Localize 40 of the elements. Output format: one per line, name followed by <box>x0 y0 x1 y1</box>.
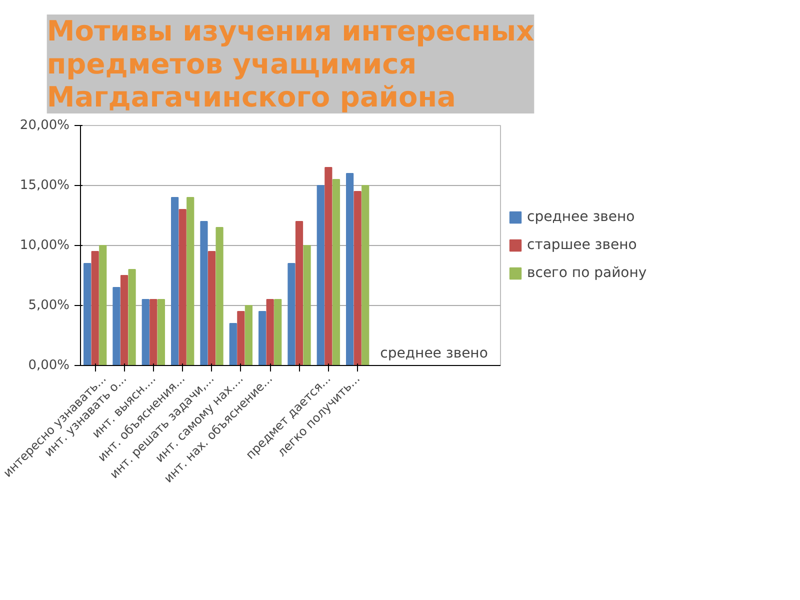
bar <box>266 299 274 366</box>
bar <box>99 245 107 366</box>
bar <box>208 251 216 366</box>
legend-label: старшее звено <box>527 237 637 253</box>
text: среднее звено <box>380 346 488 362</box>
bar <box>178 209 186 366</box>
bar <box>288 263 296 366</box>
chart-title: Мотивы изучения интересных предметов учащимися Магдагачинского района <box>46 14 534 114</box>
bar <box>91 251 99 366</box>
bar <box>216 227 224 366</box>
bar <box>150 299 158 366</box>
bar <box>142 299 150 366</box>
bar <box>258 311 266 366</box>
y-tick-label: 0,00% <box>28 358 70 373</box>
bar <box>229 323 237 366</box>
bar <box>362 185 370 366</box>
y-tick-label: 5,00% <box>28 298 70 313</box>
legend-label: среднее звено <box>527 209 635 225</box>
bar <box>346 173 354 366</box>
bar <box>295 221 304 366</box>
bar <box>128 269 136 366</box>
bar <box>274 299 282 366</box>
bar <box>332 179 340 366</box>
legend-label: всего по району <box>527 265 647 281</box>
bar <box>354 191 362 366</box>
bar <box>112 287 120 366</box>
bar <box>237 311 245 366</box>
y-tick-label: 15,00% <box>20 178 70 193</box>
bar <box>316 185 324 366</box>
y-tick-label: 10,00% <box>20 238 70 253</box>
bar <box>84 263 92 366</box>
bar <box>157 299 165 366</box>
bar <box>186 197 194 366</box>
bar <box>171 197 179 366</box>
bar <box>324 167 332 366</box>
y-tick-label: 20,00% <box>20 118 70 133</box>
bar <box>244 305 252 366</box>
bar <box>200 221 208 366</box>
bar <box>303 245 311 366</box>
bar <box>120 275 128 366</box>
